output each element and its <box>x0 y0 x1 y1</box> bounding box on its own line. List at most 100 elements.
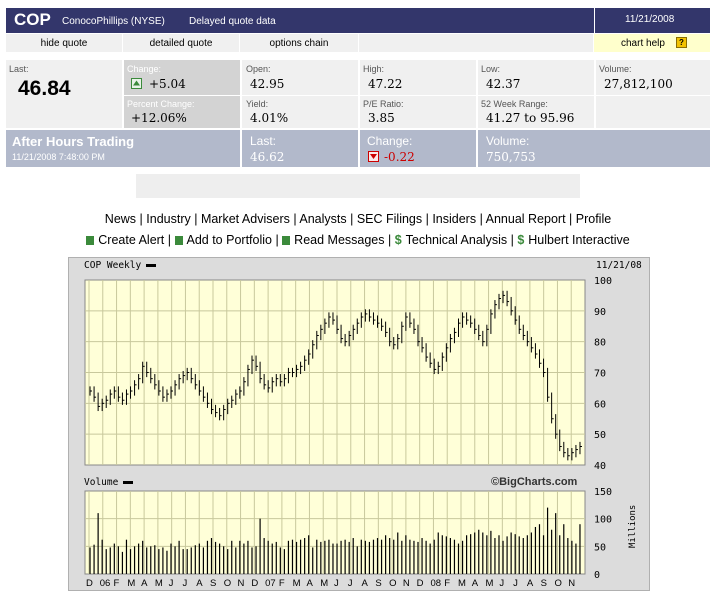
low-label: Low: <box>481 64 501 74</box>
x-tick-label: J <box>499 578 504 589</box>
chart-help-link[interactable]: chart help ? <box>594 34 710 52</box>
x-tick-label: M <box>127 578 135 589</box>
high-value: 47.22 <box>368 77 403 91</box>
market-advisers-link[interactable]: Market Advisers <box>200 212 290 226</box>
yield-label: Yield: <box>246 99 269 109</box>
x-tick-label: 07 <box>265 578 276 589</box>
detailed-quote-link[interactable]: detailed quote <box>123 34 240 52</box>
annual-report-link[interactable]: Annual Report <box>485 212 566 226</box>
x-tick-label: S <box>375 578 381 589</box>
x-tick-label: N <box>238 578 245 589</box>
x-tick-label: 08 <box>430 578 441 589</box>
volume-tick-label: 100 <box>594 515 612 526</box>
ah-divider <box>240 130 242 167</box>
last-price: 46.84 <box>18 77 71 100</box>
news-link[interactable]: News <box>104 212 137 226</box>
price-tick-label: 50 <box>594 430 606 441</box>
x-tick-label: D <box>417 578 424 589</box>
chart-help-label: chart help <box>621 38 665 49</box>
chart-credit: ©BigCharts.com <box>491 476 578 488</box>
ad-placeholder <box>136 174 580 198</box>
range-cell <box>478 96 594 128</box>
insiders-link[interactable]: Insiders <box>432 212 477 226</box>
price-tick-label: 70 <box>594 369 606 380</box>
volume-value: 27,812,100 <box>604 77 673 91</box>
x-tick-label: N <box>568 578 575 589</box>
profile-link[interactable]: Profile <box>575 212 612 226</box>
percent-change-cell <box>124 96 240 128</box>
hide-quote-link[interactable]: hide quote <box>6 34 123 52</box>
percent-change-label: Percent Change: <box>127 99 195 109</box>
add-to-portfolio-link[interactable]: Add to Portfolio <box>186 233 272 247</box>
x-tick-label: F <box>444 578 450 589</box>
x-tick-label: M <box>486 578 494 589</box>
price-tick-label: 80 <box>594 338 606 349</box>
volume-plot-area <box>84 490 586 575</box>
x-tick-label: S <box>541 578 547 589</box>
x-tick-label: A <box>196 578 203 589</box>
quote-blank-cell <box>596 96 710 128</box>
x-tick-label: J <box>182 578 187 589</box>
ah-divider <box>476 130 478 167</box>
x-tick-label: D <box>251 578 258 589</box>
down-arrow-icon <box>368 151 379 162</box>
price-tick-label: 100 <box>594 276 612 287</box>
hulbert-interactive-link[interactable]: Hulbert Interactive <box>528 233 630 247</box>
ah-change-value: -0.22 <box>384 150 415 164</box>
x-tick-label: O <box>389 578 396 589</box>
x-tick-label: N <box>403 578 410 589</box>
x-tick-label: A <box>141 578 148 589</box>
ah-volume-value: 750,753 <box>486 150 536 164</box>
change-value: +5.04 <box>149 77 186 91</box>
volume-title: Volume <box>84 477 134 488</box>
x-tick-label: M <box>293 578 301 589</box>
ah-change-label: Change: <box>367 134 413 148</box>
header-bar <box>6 8 710 33</box>
sec-filings-link[interactable]: SEC Filings <box>356 212 423 226</box>
chart-date: 11/21/08 <box>596 260 642 271</box>
x-tick-label: J <box>513 578 518 589</box>
x-tick-label: D <box>86 578 93 589</box>
research-links: News | Industry | Market Advisers | Anal… <box>104 212 612 226</box>
stock-chart: 40 50 60 70 80 90 100 0 50 100 150 D 06 F M A M J J A S O N D 07… <box>68 257 650 591</box>
range-value: 41.27 to 95.96 <box>486 111 575 125</box>
analysts-link[interactable]: Analysts <box>299 212 347 226</box>
x-tick-label: J <box>334 578 339 589</box>
up-arrow-icon <box>131 78 142 89</box>
options-chain-link[interactable]: options chain <box>240 34 359 52</box>
ah-last-label: Last: <box>250 134 277 148</box>
after-hours-date: 11/21/2008 7:48:00 PM <box>12 152 105 162</box>
x-tick-label: A <box>362 578 369 589</box>
last-label: Last: <box>9 64 29 74</box>
technical-analysis-link[interactable]: Technical Analysis <box>405 233 508 247</box>
price-tick-label: 40 <box>594 461 606 472</box>
header-date: 11/21/2008 <box>625 14 675 25</box>
delayed-note: Delayed quote data <box>189 16 276 27</box>
change-label: Change: <box>127 64 162 74</box>
open-label: Open: <box>246 64 271 74</box>
dollar-icon: $ <box>517 233 525 247</box>
pe-value: 3.85 <box>368 111 395 125</box>
volume-tick-label: 50 <box>594 542 606 553</box>
alert-icon <box>86 236 95 245</box>
yield-value: 4.01% <box>250 111 289 125</box>
volume-cell <box>596 60 710 95</box>
x-tick-label: S <box>210 578 216 589</box>
last-cell <box>6 60 122 128</box>
industry-link[interactable]: Industry <box>146 212 191 226</box>
x-tick-label: M <box>320 578 328 589</box>
x-tick-label: O <box>554 578 561 589</box>
yield-cell <box>242 96 358 128</box>
read-messages-link[interactable]: Read Messages <box>294 233 385 247</box>
ah-volume-label: Volume: <box>486 134 530 148</box>
pe-cell <box>360 96 476 128</box>
portfolio-icon <box>174 236 183 245</box>
price-tick-label: 90 <box>594 307 606 318</box>
open-value: 42.95 <box>250 77 285 91</box>
header-divider <box>594 8 595 33</box>
link-row-spacer <box>359 34 594 52</box>
create-alert-link[interactable]: Create Alert <box>98 233 165 247</box>
x-tick-label: O <box>224 578 231 589</box>
after-hours-title: After Hours Trading <box>12 134 135 149</box>
